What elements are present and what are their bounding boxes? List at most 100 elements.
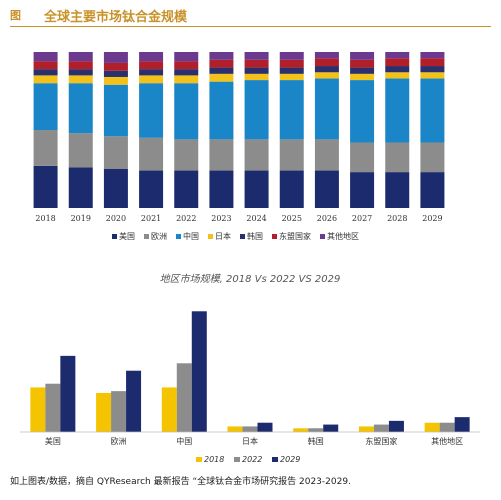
bar-2018-欧洲 [96,393,112,432]
bar-segment-其他地区-2025 [279,52,304,60]
legend-entry: 东盟国家 [279,231,311,241]
bar-segment-美国-2029 [420,172,445,208]
x-tick-label: 2026 [317,214,337,223]
category-label: 美国 [45,436,61,446]
legend-entry: 中国 [183,231,199,241]
bar-segment-东盟国家-2026 [314,58,339,67]
bar-segment-美国-2019 [68,167,93,208]
x-axis-ticks: 2018 2019 2020 2021 2022 2023 2024 2025 2026 2027… [35,214,442,223]
bar-segment-日本-2029 [420,72,445,79]
bar-segment-韩国-2024 [244,67,269,74]
bar-segment-韩国-2023 [209,67,234,74]
legend-entry: 2022 [242,455,262,464]
bar-segment-其他地区-2018 [33,52,58,62]
bar-segment-其他地区-2028 [385,52,410,59]
bar-segment-美国-2020 [103,169,128,208]
legend-entry: 2029 [280,455,300,464]
bar-segment-东盟国家-2025 [279,59,304,68]
legend-entry: 日本 [215,231,231,241]
legend-swatch [176,234,181,239]
bar-segment-韩国-2029 [420,66,445,73]
bar-segment-东盟国家-2018 [33,61,58,70]
x-tick-label: 2021 [141,214,161,223]
legend-swatch [144,234,149,239]
bar-2018-其他地区 [424,422,440,432]
legend: 2018 2022 2029 [196,455,300,464]
legend-swatch [234,457,240,462]
bar-segment-韩国-2027 [350,67,375,74]
bar-segment-美国-2018 [33,165,58,208]
bar-2018-日本 [227,426,243,432]
legend-swatch [240,234,245,239]
bar-2022-欧洲 [111,391,127,432]
x-tick-label: 2028 [387,214,407,223]
bar-segment-美国-2028 [385,172,410,208]
bar-2018-美国 [30,387,46,432]
bar-2029-日本 [257,422,273,432]
bar-segment-韩国-2022 [174,69,199,76]
bar-segment-日本-2021 [139,75,164,84]
bar-2029-东盟国家 [388,420,404,432]
bar-segment-中国-2019 [68,83,93,134]
bar-segment-其他地区-2020 [103,52,128,63]
bar-segment-美国-2025 [279,170,304,208]
bar-segment-中国-2029 [420,78,445,143]
bar-segment-中国-2022 [174,83,199,140]
category-label: 其他地区 [431,436,463,446]
bar-segment-欧洲-2029 [420,142,445,173]
grouped-bars [30,311,470,432]
x-tick-label: 2023 [211,214,231,223]
bar-segment-欧洲-2021 [139,137,164,171]
bar-segment-韩国-2021 [139,69,164,76]
x-tick-label: 2022 [176,214,196,223]
x-tick-label: 2027 [352,214,372,223]
bar-segment-欧洲-2018 [33,130,58,166]
bar-segment-东盟国家-2019 [68,61,93,70]
bar-segment-东盟国家-2021 [139,61,164,70]
bar-segment-东盟国家-2027 [350,59,375,68]
bar-segment-韩国-2018 [33,69,58,76]
chart-title: 全球主要市场钛合金规模 [44,10,188,25]
chart-header: 图 全球主要市场钛合金规模 [10,4,491,27]
x-tick-label: 2029 [422,214,442,223]
bar-segment-韩国-2019 [68,69,93,76]
bar-2029-欧洲 [126,370,142,432]
x-tick-label: 2018 [35,214,55,223]
bar-segment-其他地区-2027 [350,52,375,60]
bar-segment-日本-2022 [174,75,199,84]
bar-2022-其他地区 [439,422,455,432]
bar-segment-韩国-2028 [385,66,410,73]
bar-segment-美国-2024 [244,170,269,208]
bar-segment-日本-2028 [385,72,410,79]
chart-subtitle: 地区市场规模, 2018 Vs 2022 VS 2029 [160,273,341,285]
bar-2018-中国 [161,387,177,432]
bar-segment-韩国-2025 [279,67,304,74]
legend-entry: 韩国 [247,231,263,241]
category-label: 东盟国家 [365,436,397,446]
bar-segment-欧洲-2023 [209,139,234,171]
legend: 美国 欧洲 中国 日本 韩国 东盟国家 其他地区 [112,231,359,241]
bar-segment-其他地区-2022 [174,52,199,62]
bar-2022-中国 [176,363,192,432]
bar-segment-韩国-2020 [103,70,128,77]
bar-segment-欧洲-2028 [385,142,410,173]
source-note: 如上图表/数据，摘自 QYResearch 最新报告 “全球钛合金市场研究报告 … [10,477,351,487]
bar-segment-美国-2021 [139,170,164,208]
bar-2029-中国 [191,311,207,432]
bar-segment-欧洲-2020 [103,136,128,169]
bar-segment-东盟国家-2028 [385,58,410,67]
bar-segment-欧洲-2019 [68,133,93,168]
bar-2029-其他地区 [454,417,470,432]
legend-swatch [112,234,117,239]
bar-segment-欧洲-2026 [314,139,339,171]
bar-segment-中国-2023 [209,81,234,140]
bar-segment-其他地区-2023 [209,52,234,60]
bar-segment-其他地区-2021 [139,52,164,62]
legend-entry: 其他地区 [327,231,359,241]
bar-segment-中国-2021 [139,83,164,138]
category-label: 日本 [242,436,258,446]
bar-segment-中国-2018 [33,83,58,130]
bar-segment-日本-2019 [68,75,93,84]
bar-segment-日本-2026 [314,72,339,79]
bar-segment-中国-2024 [244,80,269,140]
